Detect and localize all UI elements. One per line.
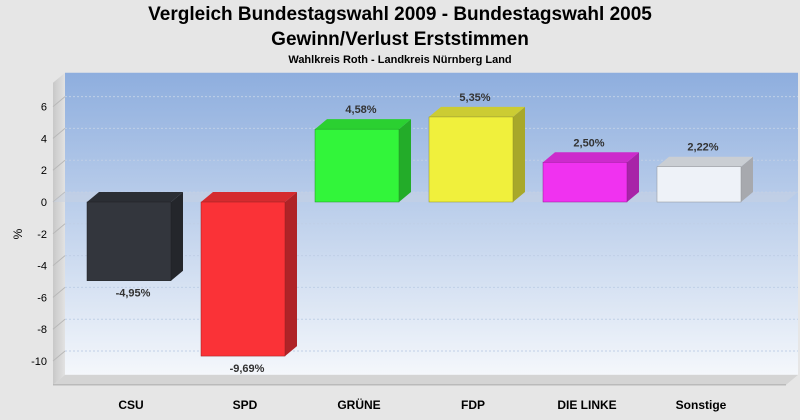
bar-top: [87, 192, 183, 202]
bar-front: [200, 201, 286, 357]
bar-front: [542, 162, 628, 203]
bar-top: [543, 152, 639, 163]
x-tick-label: SPD: [233, 398, 258, 412]
plot-floor: [53, 374, 798, 385]
bar-front: [314, 128, 400, 203]
bar-fdp: [428, 106, 525, 203]
labels: 6 4 2 0 -2 -4 -6 -8 -10% -4,95% CSU -9,69% SPD 4,58% G…: [11, 92, 727, 412]
x-tick-label: FDP: [461, 398, 485, 412]
y-axis-label: %: [11, 228, 25, 239]
bar-value-label: 5,35%: [459, 92, 490, 104]
bar-top: [315, 119, 411, 130]
bar-value-label: -4,95%: [116, 288, 151, 300]
x-tick-label: Sonstige: [676, 398, 727, 412]
bar-front: [428, 116, 514, 203]
y-tick-label: 0: [41, 197, 47, 209]
bar-spd: [200, 192, 297, 357]
y-tick-label: 4: [41, 133, 47, 145]
bar-csu: [86, 192, 183, 281]
bar-side: [171, 192, 183, 281]
bar-value-label: 4,58%: [345, 104, 376, 116]
bars: [86, 106, 753, 357]
chart-subtitle: Gewinn/Verlust Erststimmen: [271, 29, 529, 50]
bar-top: [657, 156, 753, 167]
x-tick-label: GRÜNE: [337, 397, 380, 412]
y-tick-label: 6: [41, 102, 47, 114]
x-tick-label: CSU: [118, 398, 143, 412]
bar-side: [627, 152, 639, 202]
bar-die-linke: [542, 152, 639, 203]
bar-top: [429, 106, 525, 117]
bar-value-label: 2,22%: [687, 142, 718, 154]
y-tick-label: -2: [37, 229, 47, 241]
bar-value-label: -9,69%: [230, 363, 265, 375]
bar-side: [399, 119, 411, 202]
bar-sonstige: [656, 156, 753, 203]
bar-grüne: [314, 119, 411, 203]
y-tick-label: -4: [37, 261, 47, 273]
y-tick-label: -6: [37, 292, 47, 304]
x-tick-label: DIE LINKE: [557, 398, 616, 412]
chart-title: Vergleich Bundestagswahl 2009 - Bundesta…: [148, 4, 652, 25]
bar-front: [86, 201, 172, 281]
bar-side: [741, 156, 753, 202]
y-tick-label: 2: [41, 165, 47, 177]
bar-top: [201, 192, 297, 202]
chart-region-subtitle: Wahlkreis Roth - Landkreis Nürnberg Land: [288, 54, 512, 66]
y-tick-label: -8: [37, 324, 47, 336]
bar-front: [656, 166, 742, 203]
y-tick-label: -10: [31, 356, 47, 368]
bar-side: [285, 192, 297, 357]
bar-value-label: 2,50%: [573, 137, 604, 149]
bar-side: [513, 106, 525, 202]
